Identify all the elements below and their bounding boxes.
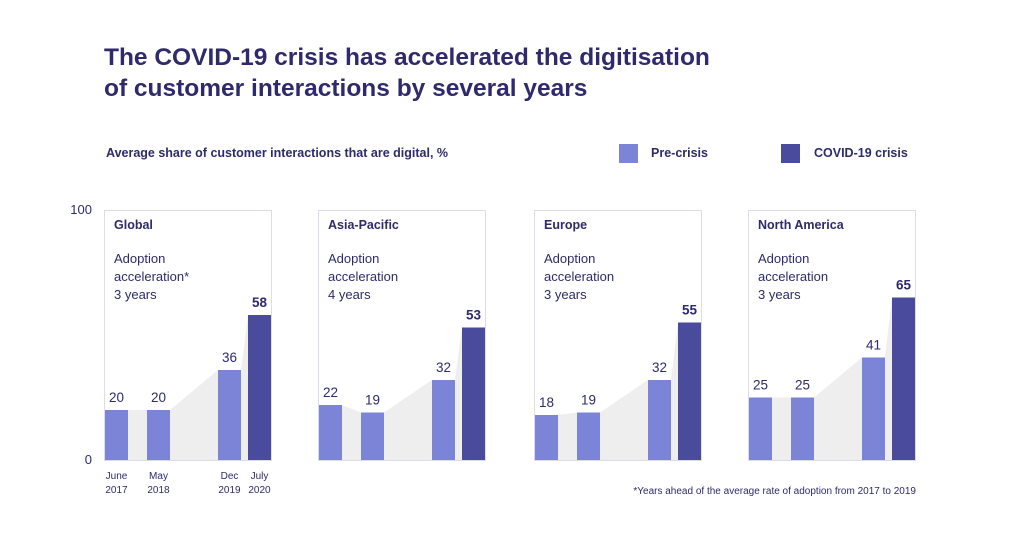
annotation-line-north-america: acceleration [758,269,828,284]
value-label-north-america-3: 41 [866,338,881,353]
annotation-line-global: acceleration* [114,269,189,284]
bar-global-2 [147,410,170,460]
value-label-asia-pacific-4: 53 [466,308,482,323]
value-label-europe-1: 18 [539,395,554,410]
annotation-line-europe: Adoption [544,251,595,266]
trend-shade-global [105,315,271,460]
bar-global-1 [105,410,128,460]
bar-europe-1 [535,415,558,460]
value-label-global-2: 20 [151,390,166,405]
x-tick-label: 2019 [218,485,241,496]
footnote: *Years ahead of the average rate of adop… [633,486,916,497]
value-label-europe-2: 19 [581,393,596,408]
bar-global-3 [218,370,241,460]
annotation-line-north-america: Adoption [758,251,809,266]
bar-europe-3 [648,380,671,460]
bar-asia-pacific-2 [361,412,384,460]
bar-europe-2 [577,412,600,460]
panel-title-global: Global [114,218,153,232]
value-label-north-america-1: 25 [753,378,768,393]
value-label-global-3: 36 [222,350,237,365]
value-label-north-america-2: 25 [795,378,810,393]
title-line-2: of customer interactions by several year… [104,75,588,102]
chart-subtitle: Average share of customer interactions t… [106,146,448,160]
bar-asia-pacific-3 [432,380,455,460]
value-label-global-4: 58 [252,295,268,310]
panel-title-europe: Europe [544,218,587,232]
value-label-europe-4: 55 [682,303,698,318]
x-tick-label: May [149,471,168,482]
annotation-line-asia-pacific: Adoption [328,251,379,266]
legend-swatch-pre-crisis [619,144,638,163]
bar-north-america-2 [791,397,814,460]
panel-frame-europe [534,210,702,461]
trend-shade-north-america [749,297,915,460]
value-label-europe-3: 32 [652,360,667,375]
value-label-asia-pacific-1: 22 [323,385,338,400]
bar-asia-pacific-4 [462,327,485,460]
value-label-north-america-4: 65 [896,278,912,293]
bar-north-america-3 [862,357,885,460]
annotation-line-asia-pacific: 4 years [328,287,371,302]
annotation-line-global: 3 years [114,287,157,302]
x-tick-label: July [251,471,269,482]
legend-label-covid-crisis: COVID-19 crisis [814,146,908,160]
value-label-asia-pacific-2: 19 [365,393,380,408]
legend-label-pre-crisis: Pre-crisis [651,146,708,160]
bar-europe-4 [678,322,701,460]
annotation-line-global: Adoption [114,251,165,266]
y-tick-label-100: 100 [70,202,92,217]
bar-north-america-1 [749,397,772,460]
legend-swatch-covid-crisis [781,144,800,163]
y-tick-label-0: 0 [85,452,92,467]
panel-frame-global [104,210,272,461]
x-tick-label: 2017 [105,485,128,496]
trend-shade-asia-pacific [319,327,485,460]
panel-title-asia-pacific: Asia-Pacific [328,218,399,232]
bar-north-america-4 [892,297,915,460]
panel-title-north-america: North America [758,218,845,232]
x-tick-label: 2020 [248,485,271,496]
annotation-line-asia-pacific: acceleration [328,269,398,284]
value-label-asia-pacific-3: 32 [436,360,451,375]
page-title: The COVID-19 crisis has accelerated the … [104,42,804,104]
annotation-line-europe: acceleration [544,269,614,284]
x-tick-label: Dec [221,471,239,482]
annotation-line-europe: 3 years [544,287,587,302]
bar-asia-pacific-1 [319,405,342,460]
x-tick-label: June [106,471,128,482]
panel-frame-north-america [748,210,916,461]
bar-global-4 [248,315,271,460]
title-line-1: The COVID-19 crisis has accelerated the … [104,44,710,71]
x-tick-label: 2018 [147,485,170,496]
annotation-line-north-america: 3 years [758,287,801,302]
panel-frame-asia-pacific [318,210,486,461]
value-label-global-1: 20 [109,390,124,405]
trend-shade-europe [535,322,701,460]
